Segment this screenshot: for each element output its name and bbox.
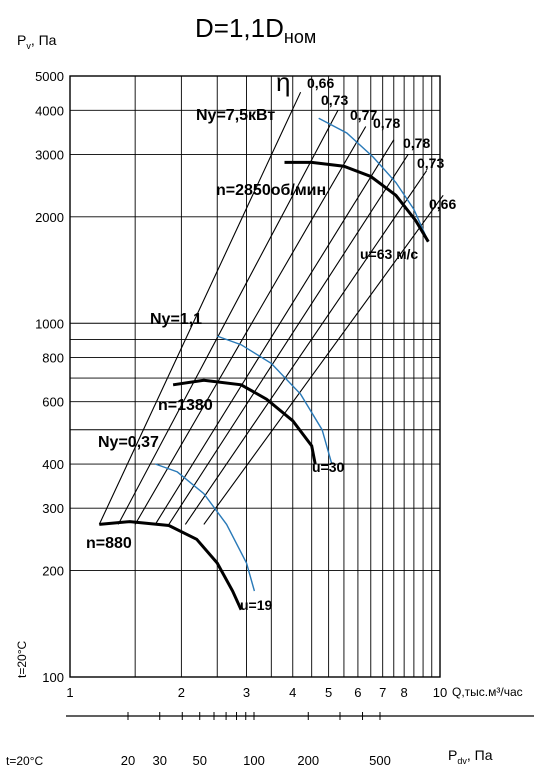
- x-tick-label: 10: [433, 685, 447, 700]
- secondary-tick-label: 50: [193, 753, 207, 768]
- power-label: Nу=1,1: [150, 311, 202, 328]
- efficiency-line: [134, 126, 367, 525]
- y-tick-label: 2000: [35, 210, 64, 225]
- x-tick-label: 7: [379, 685, 386, 700]
- temperature-label-vertical: t=20°C: [15, 641, 29, 678]
- chart-title-subscript: ном: [284, 27, 316, 47]
- secondary-tick-label: 200: [297, 753, 319, 768]
- power-curve: [318, 117, 429, 242]
- efficiency-label: 0,77: [350, 107, 377, 123]
- efficiency-line: [203, 194, 444, 525]
- secondary-axis-label: Pdv, Па: [448, 747, 493, 766]
- x-tick-label: 2: [178, 685, 185, 700]
- x-tick-label: 3: [243, 685, 250, 700]
- efficiency-label: 0,73: [321, 92, 348, 108]
- efficiency-label: 0,78: [403, 135, 430, 151]
- secondary-tick-label: 20: [121, 753, 135, 768]
- y-tick-label: 400: [42, 457, 64, 472]
- velocity-label: u=30: [312, 459, 345, 475]
- velocity-label: u=19: [240, 597, 273, 613]
- y-tick-label: 5000: [35, 69, 64, 84]
- efficiency-label: 0,66: [429, 196, 456, 212]
- temperature-label: t=20°C: [6, 754, 43, 768]
- x-tick-label: 4: [289, 685, 296, 700]
- secondary-axis-label-sub: dv: [457, 756, 467, 766]
- grid-layer: [66, 75, 534, 720]
- efficiency-label: 0,66: [307, 75, 334, 91]
- x-axis-label: Q,тыс.м³/час: [452, 685, 523, 699]
- x-tick-label: 1: [66, 685, 73, 700]
- secondary-tick-label: 30: [153, 753, 167, 768]
- secondary-tick-label: 500: [369, 753, 391, 768]
- efficiency-line: [117, 110, 339, 525]
- y-tick-label: 100: [42, 670, 64, 685]
- power-label: Nу=0,37: [98, 434, 159, 451]
- series-layer: [98, 91, 444, 611]
- pressure-curve: [284, 160, 430, 243]
- speed-label: n=2850об/мин: [216, 182, 326, 199]
- efficiency-line: [168, 154, 409, 525]
- speed-label: n=1380: [158, 397, 213, 414]
- efficiency-line: [184, 170, 428, 525]
- y-tick-label: 200: [42, 564, 64, 579]
- power-label: Nу=7,5кВт: [196, 107, 275, 124]
- y-axis-label: Pv, Па: [17, 32, 57, 51]
- efficiency-label: 0,78: [373, 115, 400, 131]
- velocity-label: u=63 м/с: [360, 246, 418, 262]
- secondary-tick-label: 100: [243, 753, 265, 768]
- chart-title: D=1,1Dном: [195, 13, 316, 47]
- y-axis-label-unit: , Па: [31, 32, 57, 48]
- secondary-axis-label-unit: , Па: [467, 747, 493, 763]
- x-tick-label: 6: [354, 685, 361, 700]
- y-tick-label: 4000: [35, 103, 64, 118]
- x-tick-label: 8: [401, 685, 408, 700]
- x-tick-label: 5: [325, 685, 332, 700]
- efficiency-symbol: η: [276, 67, 290, 97]
- y-tick-label: 1000: [35, 316, 64, 331]
- pressure-curve: [172, 378, 317, 465]
- y-tick-label: 3000: [35, 147, 64, 162]
- y-tick-label: 800: [42, 351, 64, 366]
- efficiency-line: [98, 91, 302, 525]
- pressure-curve: [99, 520, 243, 611]
- power-curve: [155, 463, 256, 592]
- power-curve: [216, 335, 333, 465]
- plot-frame: [69, 75, 441, 678]
- efficiency-label: 0,73: [417, 155, 444, 171]
- y-tick-label: 600: [42, 395, 64, 410]
- y-axis-label-sub: v: [26, 41, 31, 51]
- efficiency-line: [154, 139, 395, 525]
- speed-label: n=880: [86, 535, 132, 552]
- y-tick-label: 300: [42, 501, 64, 516]
